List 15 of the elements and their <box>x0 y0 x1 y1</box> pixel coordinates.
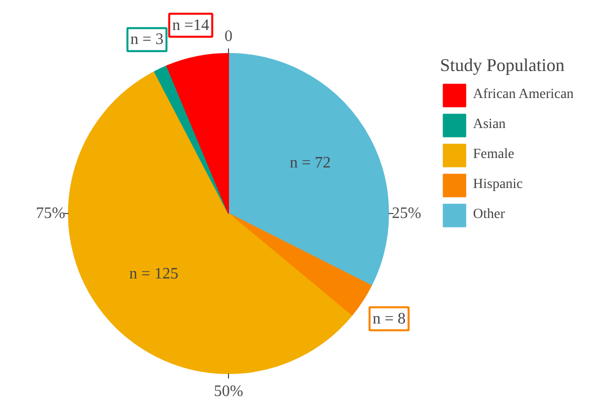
text: 75% <box>36 205 66 222</box>
data-label: n =14 <box>172 16 210 34</box>
legend-label: Asian <box>473 116 506 134</box>
text: 0 <box>224 28 232 45</box>
text: 25% <box>392 205 422 222</box>
data-label: n = 125 <box>129 265 178 282</box>
legend-label: Female <box>473 146 514 164</box>
data-label: n = 3 <box>130 31 164 48</box>
legend-label: African American <box>473 86 574 104</box>
legend-label: Hispanic <box>473 176 523 194</box>
text: 50% <box>214 383 244 400</box>
data-label: n = 8 <box>372 310 406 328</box>
legend-title: Study Population <box>440 55 566 76</box>
legend-label: Other <box>473 206 505 224</box>
data-label: n = 72 <box>290 154 331 172</box>
